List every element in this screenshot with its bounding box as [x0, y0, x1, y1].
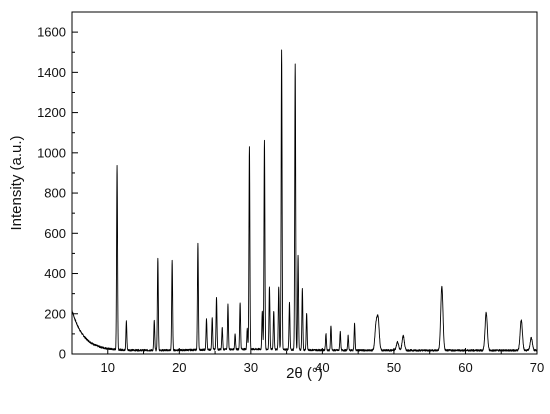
y-axis: 0 200 400 600 800 1000 1200 1400 1600: [37, 25, 78, 362]
y-tick-label: 1600: [37, 25, 66, 40]
diffraction-pattern-line: [71, 49, 538, 352]
y-tick-label: 600: [44, 226, 66, 241]
y-tick-label: 800: [44, 186, 66, 201]
y-tick-label: 1200: [37, 105, 66, 120]
x-tick-label: 10: [101, 360, 115, 375]
y-axis-title: Intensity (a.u.): [8, 135, 25, 230]
y-tick-label: 400: [44, 266, 66, 281]
y-tick-label: 0: [59, 347, 66, 362]
x-tick-label: 30: [244, 360, 258, 375]
x-tick-label: 40: [315, 360, 329, 375]
plot-frame: [71, 11, 538, 355]
x-tick-label: 20: [172, 360, 186, 375]
y-tick-label: 1000: [37, 145, 66, 160]
x-axis-title: 2θ (°): [286, 365, 323, 382]
x-tick-label: 60: [458, 360, 472, 375]
y-tick-label: 200: [44, 306, 66, 321]
x-tick-label: 50: [387, 360, 401, 375]
y-tick-label: 1400: [37, 65, 66, 80]
x-axis: 10 20 30 40 50 60 70: [71, 348, 544, 375]
x-tick-label: 70: [530, 360, 544, 375]
